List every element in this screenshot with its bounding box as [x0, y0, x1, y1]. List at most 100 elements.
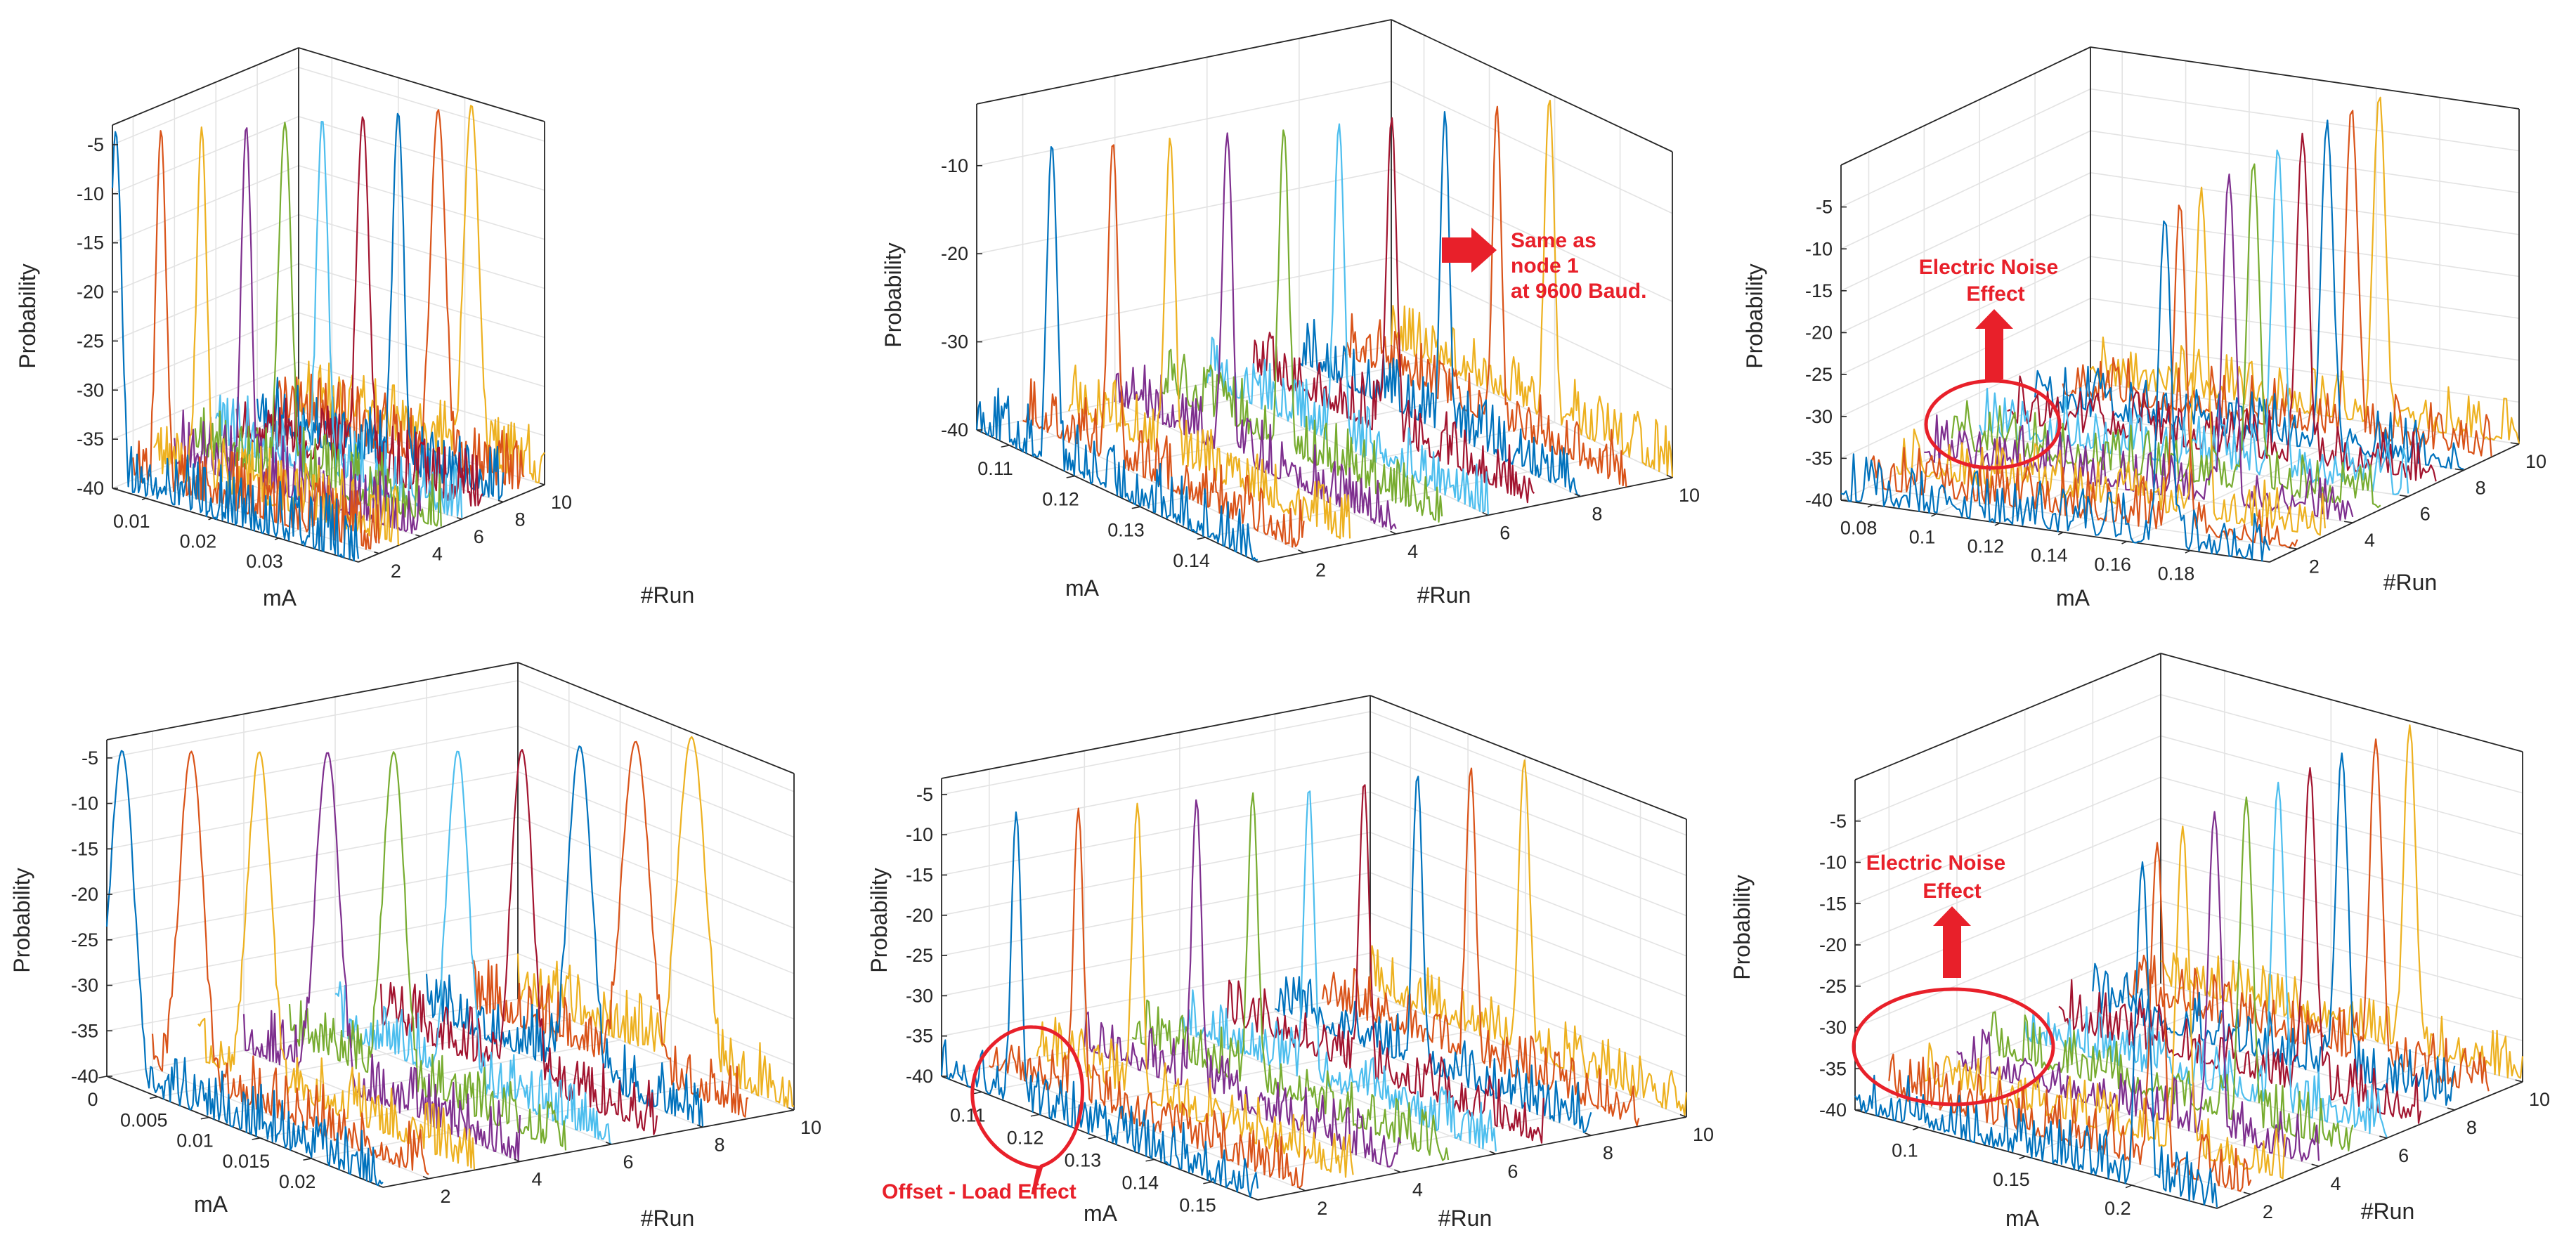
x-tick-mark	[149, 1096, 158, 1099]
y-tick-mark	[1666, 474, 1673, 478]
z-tick-label: -20	[941, 243, 968, 264]
back-wall-left	[942, 696, 1370, 1076]
y-axis-label: #Run	[641, 1206, 695, 1231]
y-axis-label: #Run	[2361, 1199, 2415, 1224]
y-tick-label: 10	[551, 492, 572, 513]
y-tick-label: 4	[531, 1168, 542, 1189]
series-line-run-5	[1160, 129, 1443, 523]
z-axis-label: Probability	[1742, 263, 1767, 368]
z-tick-label: -15	[906, 865, 933, 886]
z-tick-label: -5	[82, 747, 98, 769]
series-line-run-9	[2126, 738, 2490, 1092]
y-tick-label: 2	[440, 1186, 450, 1207]
y-tick-mark	[2243, 1191, 2251, 1195]
x-tick-label: 0.14	[2031, 545, 2068, 566]
x-tick-mark	[200, 1116, 209, 1120]
y-tick-mark	[605, 1141, 612, 1145]
series-line-run-8	[2034, 119, 2464, 470]
y-tick-label: 4	[2330, 1173, 2341, 1194]
y-tick-mark	[1482, 511, 1489, 516]
z-tick-label: -10	[941, 155, 968, 176]
x-tick-label: 0.14	[1173, 550, 1210, 571]
y-tick-label: 10	[1693, 1124, 1714, 1145]
x-tick-mark	[1867, 504, 1873, 508]
x-axis-label: mA	[2005, 1206, 2040, 1231]
series-line-run-9	[471, 740, 749, 1118]
y-tick-mark	[539, 483, 545, 485]
x-tick-mark	[98, 1076, 108, 1078]
y-tick-mark	[1679, 1114, 1687, 1118]
annotation-text: Offset - Load Effect	[882, 1180, 1076, 1203]
y-axis-label: #Run	[1438, 1206, 1492, 1231]
back-wall-left	[977, 20, 1391, 430]
axis-frame-edge	[976, 19, 1392, 105]
y-tick-label: 6	[623, 1151, 633, 1173]
y-tick-mark	[1394, 1169, 1401, 1173]
x-tick-label: 0.12	[1007, 1127, 1044, 1148]
annotation-text: Electric Noise	[1866, 851, 2005, 875]
series-line-run-6	[1979, 149, 2409, 495]
z-tick-label: -25	[71, 929, 98, 951]
x-tick-mark	[2057, 531, 2064, 535]
annotation-text: at 9600 Baud.	[1511, 280, 1646, 303]
axis-frame-edge	[941, 695, 1371, 779]
grid-line-y	[2024, 710, 2387, 1139]
z-tick-label: -5	[87, 134, 104, 155]
x-tick-mark	[1131, 506, 1140, 509]
x-tick-mark	[1994, 522, 2001, 526]
x-axis-label: mA	[194, 1191, 228, 1217]
y-tick-label: 6	[474, 526, 484, 547]
axis-frame-edge	[2090, 46, 2520, 110]
series-line-run-6	[1206, 123, 1489, 515]
series-line-run-2	[1868, 204, 2298, 549]
x-tick-mark	[2121, 540, 2128, 544]
z-tick-label: -10	[1819, 852, 1847, 873]
z-tick-label: -5	[1830, 811, 1847, 832]
axis-frame-edge	[1854, 653, 2161, 781]
z-tick-label: -30	[1805, 406, 1833, 427]
y-tick-label: 6	[1500, 522, 1510, 543]
y-tick-label: 8	[515, 509, 526, 530]
y-tick-label: 10	[2529, 1089, 2550, 1110]
series-line-run-7	[379, 748, 658, 1135]
series-line-run-8	[1299, 111, 1580, 497]
grid-line-y	[1868, 152, 2298, 550]
annotation-arrow-right	[1442, 228, 1497, 273]
z-tick-label: -40	[941, 419, 968, 440]
x-tick-mark	[2125, 1184, 2133, 1189]
x-tick-mark	[252, 1137, 261, 1140]
y-tick-label: 6	[2398, 1145, 2409, 1166]
annotation-text: node 1	[1511, 254, 1579, 278]
z-tick-label: -20	[77, 282, 104, 303]
annotation-arrow-up	[1933, 906, 1971, 978]
z-tick-label: -35	[906, 1026, 933, 1047]
axis-frame-edge	[2160, 653, 2523, 752]
z-tick-label: -35	[77, 429, 104, 450]
x-tick-label: 0.005	[120, 1109, 168, 1130]
x-tick-label: 0.18	[2158, 563, 2195, 585]
annotation-electric-noise-1: Electric Noise Effect	[1919, 256, 2062, 470]
x-tick-mark	[208, 517, 213, 521]
panel-4: -5 -10 -15 -20 -25 -30 -35 -400 0.005 0.01 0.015 0.…	[9, 662, 821, 1231]
x-tick-mark	[141, 497, 146, 501]
y-tick-mark	[456, 517, 462, 520]
z-tick-label: -40	[77, 478, 104, 499]
series-line-run-1	[111, 131, 360, 562]
series-line-run-7	[1252, 117, 1535, 504]
x-tick-label: 0.1	[1909, 527, 1936, 548]
x-tick-label: 0.12	[1967, 536, 2005, 557]
z-tick-label: -20	[1819, 934, 1847, 955]
series-line-run-10	[1369, 759, 1688, 1116]
z-tick-label: -5	[1816, 197, 1833, 218]
y-axis-label: #Run	[1417, 582, 1471, 608]
x-tick-mark	[1197, 537, 1206, 540]
series-line-run-7	[2058, 766, 2422, 1124]
z-axis-label: Probability	[866, 868, 892, 972]
grid-line-y	[1022, 94, 1304, 554]
x-tick-mark	[1912, 1126, 1920, 1131]
y-tick-mark	[2399, 495, 2409, 497]
back-wall-right	[1370, 696, 1686, 1117]
grid-line-y	[1956, 738, 2320, 1167]
x-tick-mark	[2019, 1156, 2026, 1160]
annotation-offset-load: Offset - Load Effect	[882, 1025, 1084, 1203]
